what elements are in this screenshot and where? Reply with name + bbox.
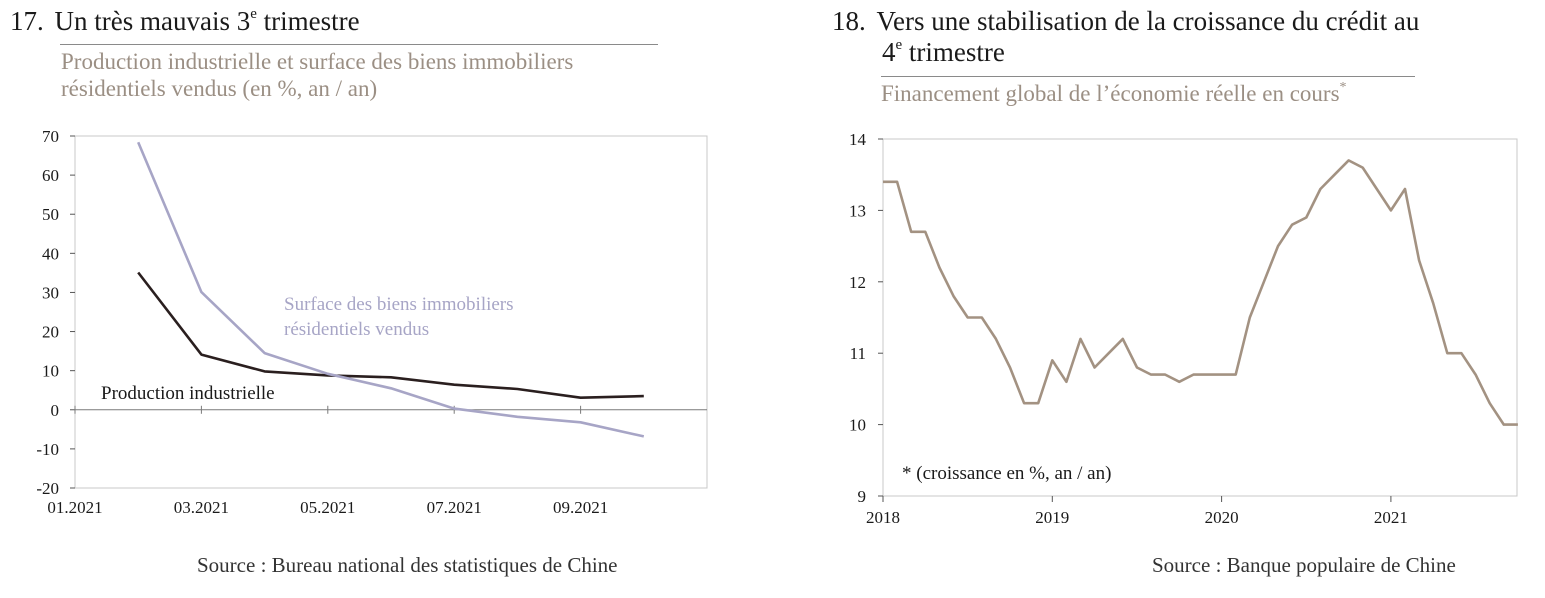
- chart-17-y-tick-label: 40: [42, 244, 59, 263]
- chart-18-y-tick-label: 13: [849, 201, 866, 220]
- chart-18-series-line: [883, 159, 1518, 426]
- chart-17-x-tick-label: 01.2021: [47, 498, 102, 517]
- chart-18-plot: 9 10 11 12 13 14 2018 2019 2020 2021 * (croissance…: [849, 130, 1518, 527]
- chart-18-x-tick-label: 2020: [1205, 508, 1239, 527]
- chart-18-y-tick-label: 9: [858, 487, 867, 506]
- chart-17-title: 17. Un très mauvais 3e trimestre: [10, 6, 360, 37]
- chart-17-subtitle-line1: Production industrielle et surface des b…: [61, 49, 574, 74]
- chart-17-y-tick-label: 30: [42, 283, 59, 302]
- chart-17-label-production: Production industrielle: [101, 383, 275, 404]
- chart-18-number: 18.: [832, 6, 866, 36]
- chart-17-number: 17.: [10, 6, 44, 36]
- chart-18-y-tick-label: 10: [849, 416, 866, 435]
- chart-18-title: 18. Vers une stabilisation de la croissa…: [832, 6, 1532, 68]
- chart-18-subtitle-sup: *: [1339, 80, 1347, 95]
- chart-17-y-tick-label: 20: [42, 323, 59, 342]
- chart-18-y-tick-label: 14: [849, 130, 867, 149]
- chart-17-title-sup: e: [250, 6, 257, 22]
- chart-17-y-tick-label: -10: [36, 440, 59, 459]
- chart-17-title-rule: [60, 44, 658, 45]
- chart-panel-credit: 18. Vers une stabilisation de la croissa…: [820, 0, 1545, 598]
- chart-17-series-line: [137, 271, 644, 400]
- chart-18-x-tick-label: 2018: [866, 508, 900, 527]
- chart-18-title-line2-pre: 4: [882, 37, 896, 67]
- chart-18-y-tick-label: 12: [849, 273, 866, 292]
- chart-17-title-end: trimestre: [256, 6, 360, 36]
- chart-17-title-main: Un très mauvais 3: [54, 6, 251, 36]
- chart-18-title-line1: Vers une stabilisation de la croissance …: [876, 6, 1420, 36]
- chart-18-subtitle: Financement global de l’économie réelle …: [881, 80, 1347, 107]
- chart-18-title-line2-sup: e: [895, 37, 903, 53]
- chart-18-x-tick-label: 2019: [1035, 508, 1069, 527]
- chart-18-y-tick-label: 11: [850, 344, 866, 363]
- chart-18-source: Source : Banque populaire de Chine: [1152, 553, 1456, 577]
- chart-17-y-tick-label: 70: [42, 127, 59, 146]
- chart-17-subtitle: Production industrielle et surface des b…: [61, 48, 701, 102]
- chart-18-frame: [882, 138, 1518, 497]
- chart-18-footnote: * (croissance en %, an / an): [902, 463, 1111, 484]
- chart-17-x-tick-label: 07.2021: [427, 498, 482, 517]
- chart-17-subtitle-line2: résidentiels vendus (en %, an / an): [61, 76, 378, 101]
- chart-17-y-tick-label: 60: [42, 166, 59, 185]
- chart-17-series-line: [137, 141, 645, 438]
- chart-17-plot: -20 -10 0 10 20 30 40 50 60 70 01.2021 03.2021 05.20…: [36, 127, 708, 517]
- chart-17-frame: [74, 135, 708, 489]
- chart-17-y-tick-label: 50: [42, 205, 59, 224]
- chart-17-x-tick-label: 09.2021: [553, 498, 608, 517]
- chart-18-title-line2-end: trimestre: [902, 37, 1005, 67]
- chart-17-y-tick-label: 0: [51, 401, 60, 420]
- chart-18-title-rule: [881, 76, 1415, 77]
- chart-17-x-tick-label: 03.2021: [174, 498, 229, 517]
- chart-18-x-tick-label: 2021: [1374, 508, 1408, 527]
- chart-17-label-surface-line2: résidentiels vendus: [284, 319, 429, 340]
- chart-17-y-tick-label: -20: [36, 479, 59, 498]
- chart-18-subtitle-text: Financement global de l’économie réelle …: [881, 81, 1340, 106]
- chart-17-x-tick-label: 05.2021: [300, 498, 355, 517]
- chart-panel-industrial: 17. Un très mauvais 3e trimestre Product…: [0, 0, 720, 598]
- chart-17-y-tick-label: 10: [42, 362, 59, 381]
- chart-17-source: Source : Bureau national des statistique…: [197, 553, 618, 577]
- chart-17-label-surface-line1: Surface des biens immobiliers: [284, 294, 514, 315]
